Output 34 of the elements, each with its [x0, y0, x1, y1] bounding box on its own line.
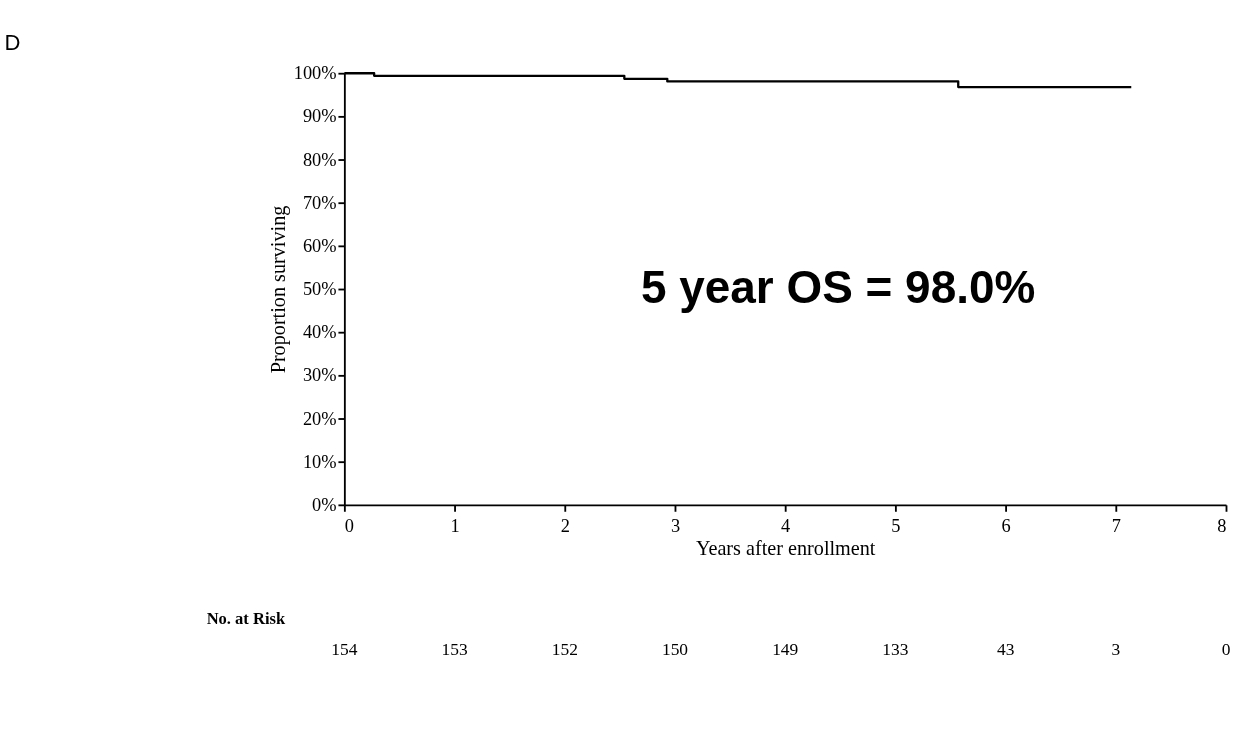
text: 3 [1111, 639, 1121, 660]
x-tick-label: 5 [891, 515, 901, 536]
text: 43 [996, 639, 1015, 660]
y-axis-title: Proportion surviving [267, 205, 291, 374]
y-tick-label: 20% [302, 408, 337, 429]
y-tick-label: 0% [312, 494, 337, 515]
y-tick-label: 90% [302, 106, 337, 127]
x-axis-title: Years after enrollment [695, 536, 876, 559]
text: 133 [882, 639, 909, 660]
y-tick-label: 60% [302, 235, 337, 256]
text: 0 [1221, 639, 1231, 660]
y-tick-label: 10% [302, 451, 337, 472]
y-tick-label: 40% [302, 322, 337, 343]
x-tick-label: 8 [1217, 515, 1227, 536]
text: 152 [551, 639, 578, 660]
y-tick-label: 100% [293, 63, 337, 84]
text: 153 [441, 639, 468, 660]
y-tick-label: 30% [302, 365, 337, 386]
text: 149 [772, 639, 799, 660]
x-tick-label: 1 [450, 515, 460, 536]
y-tick-label: 70% [302, 192, 337, 213]
x-tick-label: 0 [344, 515, 355, 536]
x-tick-label: 2 [560, 515, 570, 536]
y-tick-label: 80% [302, 149, 337, 170]
annotation: 5 year OS = 98.0% [640, 260, 1036, 313]
text: 154 [331, 639, 358, 660]
text: No. at Risk [206, 609, 286, 629]
text: 150 [661, 639, 689, 660]
x-tick-label: 7 [1111, 515, 1121, 536]
x-tick-label: 4 [781, 515, 791, 536]
y-tick-label: 50% [302, 279, 337, 300]
x-tick-label: 6 [1001, 515, 1011, 536]
text: D [4, 30, 21, 56]
x-tick-label: 3 [670, 515, 681, 536]
